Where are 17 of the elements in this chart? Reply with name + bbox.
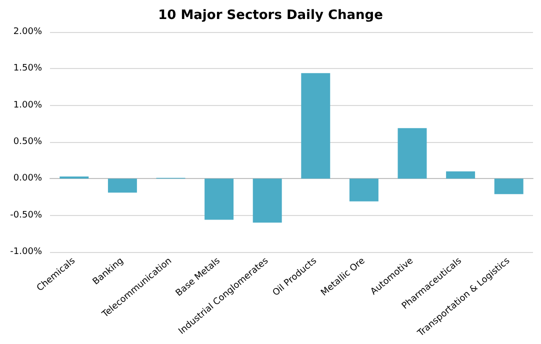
y-tick-label: -0.50% xyxy=(10,210,42,220)
bar xyxy=(60,176,89,179)
bar xyxy=(252,178,282,223)
bar xyxy=(349,178,378,202)
y-tick-label: -1.00% xyxy=(10,247,42,257)
y-tick-label: 0.50% xyxy=(13,137,42,147)
chart-title: 10 Major Sectors Daily Change xyxy=(158,8,384,23)
y-tick-label: 2.00% xyxy=(13,27,42,37)
bar xyxy=(494,178,524,194)
y-tick-label: 0.00% xyxy=(13,174,42,184)
bar xyxy=(301,73,330,179)
bar xyxy=(204,178,234,220)
y-tick-label: 1.00% xyxy=(13,100,42,110)
y-tick-label: 1.50% xyxy=(13,64,42,74)
bar xyxy=(398,128,427,179)
bar xyxy=(446,171,476,179)
bar xyxy=(108,178,137,193)
